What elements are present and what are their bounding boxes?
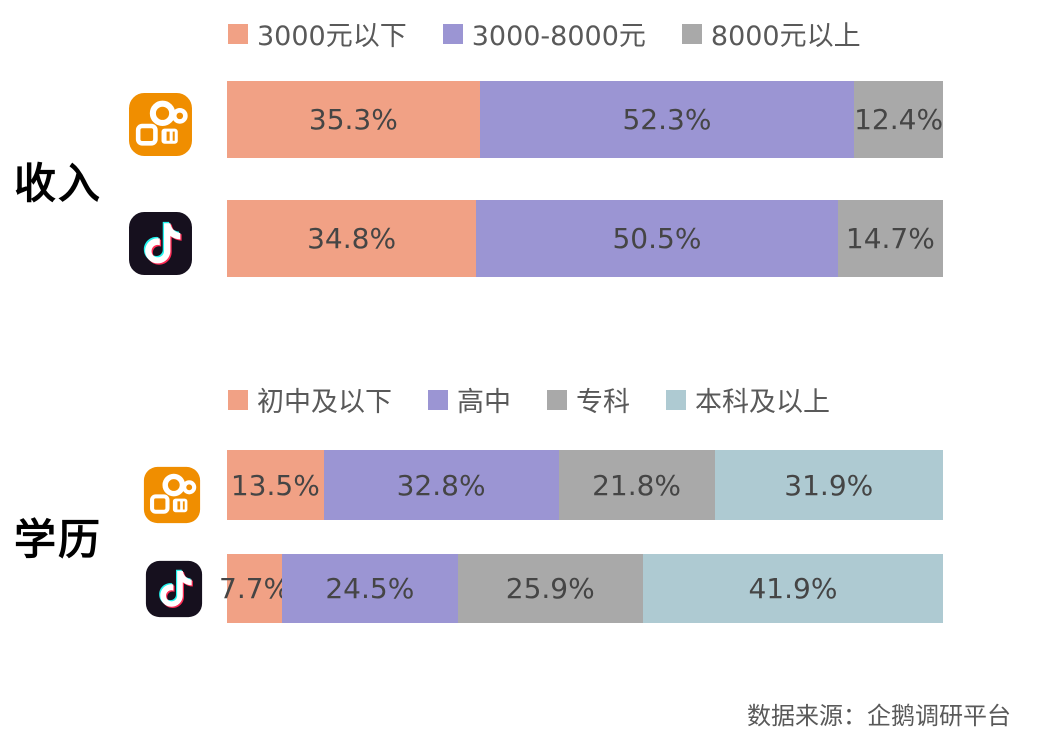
legend-item: 高中 (428, 380, 511, 419)
income-bar-kuaishou: 35.3% 52.3% 12.4% (227, 81, 943, 158)
bar-segment: 41.9% (642, 554, 943, 623)
legend-item: 3000-8000元 (442, 14, 646, 53)
bar-segment: 25.9% (457, 554, 643, 623)
legend-item: 本科及以上 (666, 380, 830, 419)
bar-value-label: 32.8% (396, 468, 486, 502)
legend-swatch (428, 389, 448, 410)
bar-segment: 7.7% (219, 554, 290, 623)
legend-item: 初中及以下 (228, 380, 392, 419)
douyin-app-icon (128, 211, 193, 276)
bar-value-label: 12.4% (854, 103, 944, 136)
legend-label: 高中 (457, 387, 511, 418)
bar-segment: 14.7% (837, 200, 943, 277)
bar-value-label: 14.7% (845, 222, 935, 255)
legend-item: 3000元以下 (228, 14, 407, 53)
bar-segment: 13.5% (227, 450, 324, 520)
legend-label: 3000-8000元 (471, 21, 646, 52)
data-source-note: 数据来源：企鹅调研平台 (747, 702, 1011, 730)
income-bar-douyin: 34.8% 50.5% 14.7% (227, 200, 943, 277)
bar-value-label: 21.8% (592, 468, 682, 502)
education-group-title: 学历 (14, 515, 103, 564)
income-legend: 3000元以下 3000-8000元 8000元以上 (228, 14, 861, 53)
bar-segment: 52.3% (479, 81, 855, 158)
bar-segment: 31.9% (714, 450, 943, 520)
douyin-app-icon (145, 560, 203, 618)
legend-label: 初中及以下 (257, 387, 392, 418)
education-legend: 初中及以下 高中 专科 本科及以上 (228, 380, 830, 419)
bar-value-label: 50.5% (612, 222, 702, 255)
bar-value-label: 35.3% (308, 103, 398, 136)
bar-value-label: 31.9% (784, 468, 874, 502)
income-group-title: 收入 (14, 159, 103, 208)
bar-value-label: 41.9% (748, 572, 838, 605)
bar-segment: 32.8% (323, 450, 559, 520)
legend-swatch (666, 389, 686, 410)
bar-segment: 12.4% (854, 81, 943, 158)
legend-swatch (547, 389, 567, 410)
bar-segment: 34.8% (227, 200, 477, 277)
legend-item: 8000元以上 (681, 14, 861, 53)
legend-swatch (228, 389, 248, 410)
legend-swatch (681, 23, 702, 44)
legend-item: 专科 (547, 380, 630, 419)
bar-value-label: 7.7% (219, 572, 291, 605)
bar-value-label: 13.5% (230, 468, 320, 502)
education-bar-kuaishou: 13.5% 32.8% 21.8% 31.9% (227, 450, 943, 520)
legend-label: 专科 (576, 387, 630, 418)
education-bar-douyin: 7.7% 24.5% 25.9% 41.9% (219, 554, 943, 623)
legend-label: 3000元以下 (257, 21, 407, 52)
bar-value-label: 34.8% (307, 222, 397, 255)
legend-label: 本科及以上 (695, 387, 830, 418)
bar-segment: 24.5% (282, 554, 458, 623)
legend-swatch (442, 23, 463, 44)
legend-label: 8000元以上 (710, 21, 861, 52)
legend-swatch (228, 23, 248, 44)
bar-segment: 35.3% (227, 81, 480, 158)
bar-value-label: 25.9% (505, 572, 595, 605)
bar-value-label: 52.3% (622, 103, 712, 136)
kuaishou-app-icon (128, 92, 193, 157)
kuaishou-app-icon (143, 466, 201, 524)
bar-segment: 21.8% (558, 450, 715, 520)
bar-value-label: 24.5% (325, 572, 415, 605)
bar-segment: 50.5% (476, 200, 838, 277)
